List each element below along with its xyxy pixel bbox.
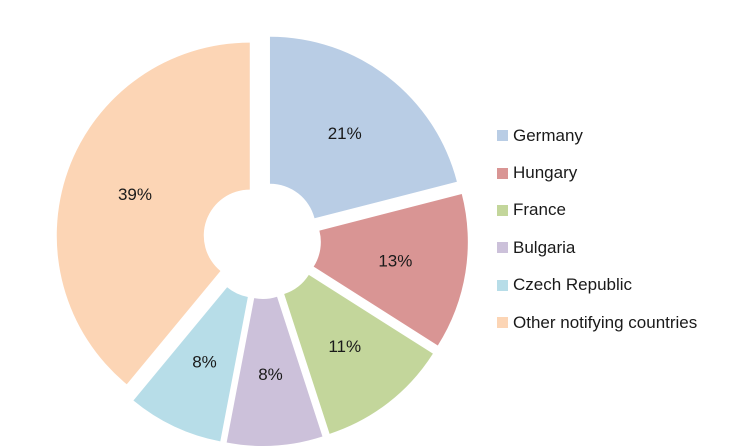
legend-label: Germany xyxy=(513,125,583,145)
data-label-bulgaria: 8% xyxy=(258,365,283,384)
legend-item-czech-republic: Czech Republic xyxy=(497,267,697,304)
legend-swatch xyxy=(497,167,508,179)
legend-label: Bulgaria xyxy=(513,237,576,257)
legend-item-germany: Germany xyxy=(497,117,697,154)
slice-germany xyxy=(269,36,457,219)
slice-france xyxy=(284,274,433,434)
legend-label: Czech Republic xyxy=(513,275,633,295)
chart-legend: Germany Hungary France Bulgaria Czech Republ… xyxy=(497,117,697,341)
legend-label: France xyxy=(513,200,566,220)
legend-swatch xyxy=(497,317,508,329)
legend-label: Other notifying countries xyxy=(513,312,698,332)
pie-slices xyxy=(56,36,468,446)
legend-swatch xyxy=(497,242,508,254)
data-label-germany: 21% xyxy=(328,124,362,143)
slice-czech-republic xyxy=(133,287,248,442)
legend-swatch xyxy=(497,130,508,142)
legend-swatch xyxy=(497,204,508,216)
data-label-france: 11% xyxy=(328,337,361,356)
legend-item-other-notifying-countries: Other notifying countries xyxy=(497,304,697,341)
legend-item-france: France xyxy=(497,192,697,229)
slice-other-notifying-countries xyxy=(56,42,250,385)
data-label-czech-republic: 8% xyxy=(192,353,217,372)
slice-bulgaria xyxy=(226,296,323,446)
data-label-other-notifying-countries: 39% xyxy=(118,185,152,204)
slice-hungary xyxy=(313,194,468,346)
legend-item-hungary: Hungary xyxy=(497,154,697,191)
legend-swatch xyxy=(497,279,508,291)
pie-labels: 21% 13% 11% 8% 8% 39% xyxy=(118,124,412,384)
data-label-hungary: 13% xyxy=(378,252,412,271)
legend-item-bulgaria: Bulgaria xyxy=(497,229,697,266)
legend-label: Hungary xyxy=(513,163,578,183)
